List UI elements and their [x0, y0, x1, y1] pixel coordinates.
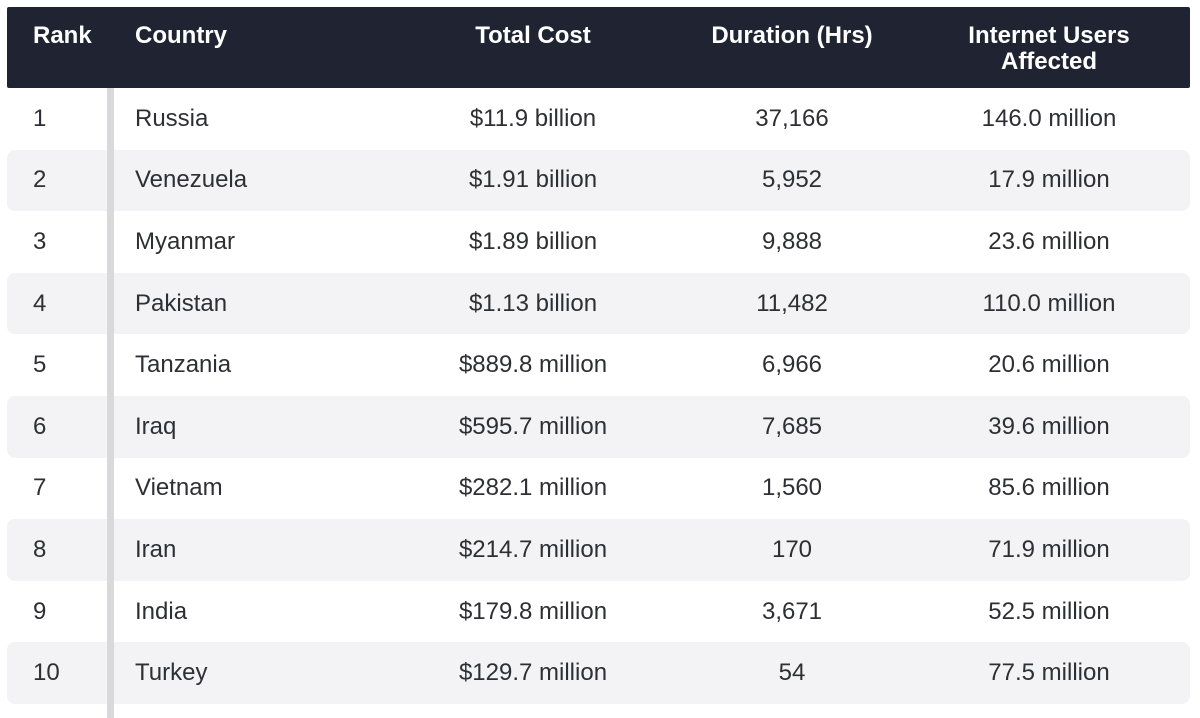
table-header-row: Rank Country Total Cost Duration (Hrs) I… [7, 7, 1190, 88]
duration-cell: 54 [778, 659, 806, 687]
rank-cell: 1 [33, 104, 47, 132]
duration-cell: 7,685 [761, 412, 823, 440]
country-cell: Russia [135, 104, 209, 132]
rank-cell: 4 [33, 289, 47, 317]
users-affected-cell: 85.6 million [988, 474, 1110, 502]
table-row: 4 Pakistan $1.13 billion 11,482 110.0 mi… [7, 272, 1190, 335]
total-cost-cell: $179.8 million [458, 597, 608, 625]
country-cell: India [135, 597, 188, 625]
table-row: 3 Myanmar $1.89 billion 9,888 23.6 milli… [7, 211, 1190, 273]
rank-cell: 2 [33, 166, 47, 194]
country-cell: Turkey [135, 659, 208, 687]
total-cost-cell: $282.1 million [458, 474, 608, 502]
duration-cell: 5,952 [761, 166, 823, 194]
rank-cell: 6 [33, 412, 47, 440]
duration-cell: 3,671 [761, 597, 823, 625]
table-row: 8 Iran $214.7 million 170 71.9 million [7, 519, 1190, 581]
rank-cell: 5 [33, 351, 47, 379]
table-body: 1 Russia $11.9 billion 37,166 146.0 mill… [7, 88, 1190, 704]
rank-cell: 10 [33, 659, 60, 687]
country-cell: Vietnam [135, 474, 223, 502]
users-affected-cell: 77.5 million [988, 659, 1110, 687]
column-header-users-affected: Internet Users Affected [908, 22, 1190, 76]
table-row: 2 Venezuela $1.91 billion 5,952 17.9 mil… [7, 149, 1190, 212]
total-cost-cell: $129.7 million [458, 659, 608, 687]
country-cell: Pakistan [135, 289, 228, 317]
total-cost-cell: $1.91 billion [468, 166, 598, 194]
users-affected-cell: 71.9 million [988, 535, 1110, 563]
users-affected-cell: 23.6 million [988, 227, 1110, 255]
column-header-users-affected-label: Internet Users Affected [968, 22, 1130, 76]
duration-cell: 170 [771, 535, 813, 563]
column-header-duration: Duration (Hrs) [711, 22, 873, 49]
table-row: 5 Tanzania $889.8 million 6,966 20.6 mil… [7, 334, 1190, 396]
rank-cell: 3 [33, 227, 47, 255]
table-row: 7 Vietnam $282.1 million 1,560 85.6 mill… [7, 458, 1190, 520]
total-cost-cell: $889.8 million [458, 351, 608, 379]
total-cost-cell: $595.7 million [458, 412, 608, 440]
total-cost-cell: $1.89 billion [468, 227, 598, 255]
duration-cell: 6,966 [761, 351, 823, 379]
total-cost-cell: $11.9 billion [469, 104, 597, 132]
country-cell: Tanzania [135, 351, 232, 379]
rank-cell: 7 [33, 474, 47, 502]
table-row: 9 India $179.8 million 3,671 52.5 millio… [7, 581, 1190, 643]
column-header-total-cost: Total Cost [475, 22, 591, 49]
table-row: 10 Turkey $129.7 million 54 77.5 million [7, 642, 1190, 704]
duration-cell: 37,166 [755, 104, 829, 132]
users-affected-cell: 52.5 million [988, 597, 1110, 625]
duration-cell: 9,888 [761, 227, 823, 255]
users-affected-cell: 146.0 million [981, 104, 1117, 132]
country-cell: Iran [135, 535, 177, 563]
rank-column-divider [107, 88, 114, 718]
duration-cell: 1,560 [761, 474, 823, 502]
column-header-country: Country [135, 22, 227, 49]
users-affected-cell: 20.6 million [988, 351, 1110, 379]
users-affected-cell: 39.6 million [988, 412, 1110, 440]
table-row: 1 Russia $11.9 billion 37,166 146.0 mill… [7, 88, 1190, 150]
column-header-rank: Rank [33, 22, 92, 49]
total-cost-cell: $1.13 billion [468, 289, 598, 317]
total-cost-cell: $214.7 million [458, 535, 608, 563]
table-row: 6 Iraq $595.7 million 7,685 39.6 million [7, 395, 1190, 458]
users-affected-cell: 17.9 million [988, 166, 1110, 194]
country-cell: Myanmar [135, 227, 236, 255]
country-cell: Iraq [135, 412, 177, 440]
rank-cell: 9 [33, 597, 47, 625]
users-affected-cell: 110.0 million [982, 289, 1116, 317]
duration-cell: 11,482 [756, 289, 828, 317]
rank-cell: 8 [33, 535, 47, 563]
country-cell: Venezuela [135, 166, 248, 194]
